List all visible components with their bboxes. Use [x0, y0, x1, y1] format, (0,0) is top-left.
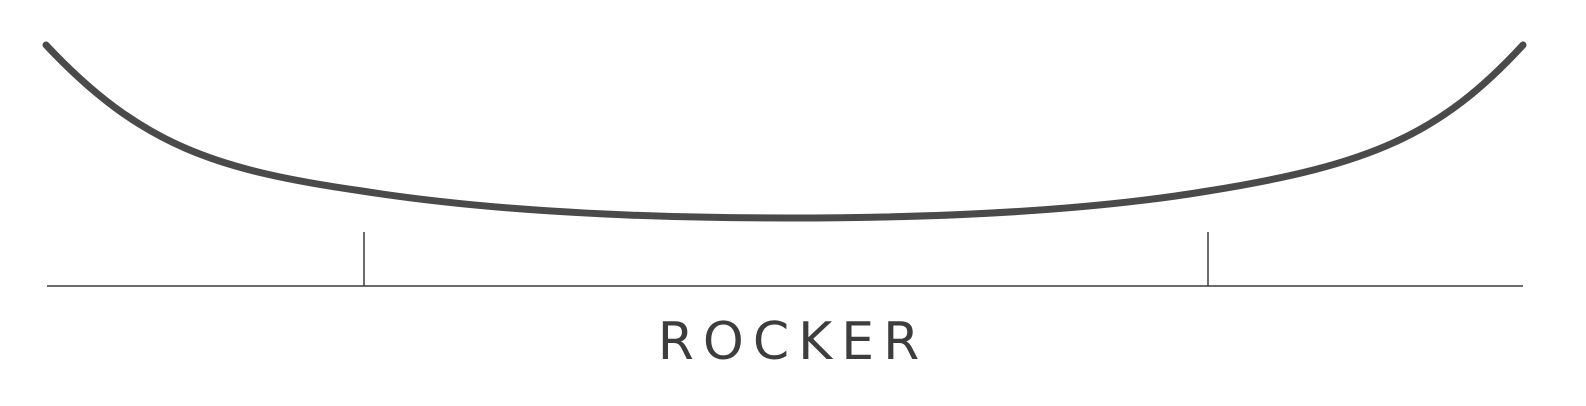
profile-type-label: ROCKER	[657, 312, 929, 372]
board-rocker-curve	[42, 41, 1527, 222]
